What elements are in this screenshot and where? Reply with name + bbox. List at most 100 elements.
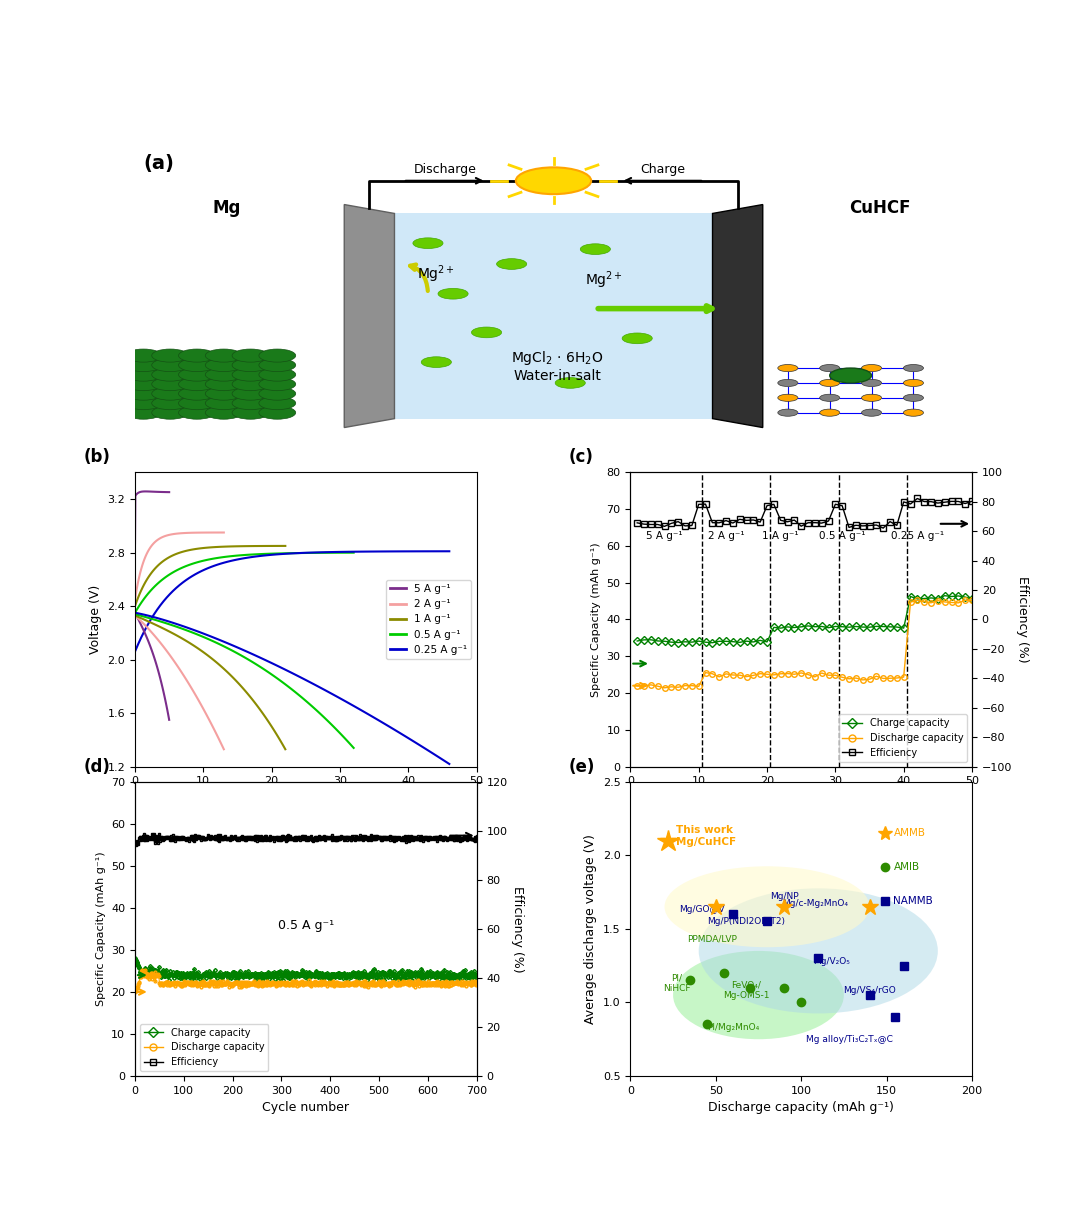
Circle shape	[178, 349, 215, 363]
Circle shape	[178, 368, 215, 381]
Circle shape	[259, 359, 296, 371]
Polygon shape	[394, 214, 713, 418]
Circle shape	[125, 377, 162, 391]
Circle shape	[259, 397, 296, 410]
Circle shape	[829, 368, 872, 383]
Circle shape	[178, 377, 215, 391]
Circle shape	[862, 380, 881, 387]
Circle shape	[232, 368, 269, 381]
Circle shape	[125, 349, 162, 363]
Circle shape	[232, 387, 269, 400]
Circle shape	[778, 364, 798, 371]
Circle shape	[259, 368, 296, 381]
Circle shape	[903, 380, 923, 387]
Ellipse shape	[699, 889, 937, 1013]
Circle shape	[151, 368, 189, 381]
Circle shape	[862, 394, 881, 401]
Circle shape	[862, 364, 881, 371]
Text: Charge: Charge	[639, 163, 685, 177]
Text: (e): (e)	[569, 758, 595, 776]
Y-axis label: Average discharge voltage (V): Average discharge voltage (V)	[584, 834, 597, 1024]
Polygon shape	[713, 204, 762, 428]
Text: NAMMB: NAMMB	[893, 896, 933, 906]
Circle shape	[205, 368, 242, 381]
Circle shape	[205, 359, 242, 371]
Legend: 5 A g⁻¹, 2 A g⁻¹, 1 A g⁻¹, 0.5 A g⁻¹, 0.25 A g⁻¹: 5 A g⁻¹, 2 A g⁻¹, 1 A g⁻¹, 0.5 A g⁻¹, 0.…	[386, 580, 472, 659]
Text: Mg/P(NDI2OD-T2): Mg/P(NDI2OD-T2)	[707, 916, 785, 926]
Circle shape	[151, 359, 189, 371]
Text: Mg/NP: Mg/NP	[770, 892, 798, 901]
Circle shape	[421, 357, 451, 368]
Circle shape	[232, 359, 269, 371]
Circle shape	[903, 364, 923, 371]
Text: 0.5 A g⁻¹: 0.5 A g⁻¹	[819, 531, 865, 540]
Circle shape	[205, 349, 242, 363]
Text: 0.5 A g⁻¹: 0.5 A g⁻¹	[278, 919, 334, 932]
Text: Mg/GO@V: Mg/GO@V	[679, 906, 725, 914]
Circle shape	[151, 387, 189, 400]
Circle shape	[151, 349, 189, 363]
Text: 1 A g⁻¹: 1 A g⁻¹	[762, 531, 799, 540]
Circle shape	[555, 377, 585, 388]
Circle shape	[125, 368, 162, 381]
Text: Mg$^{2+}$: Mg$^{2+}$	[417, 264, 456, 285]
Text: This work
Mg/CuHCF: This work Mg/CuHCF	[676, 826, 737, 848]
Circle shape	[820, 380, 840, 387]
Circle shape	[125, 359, 162, 371]
Circle shape	[259, 377, 296, 391]
Y-axis label: Specific Capacity (mAh g⁻¹): Specific Capacity (mAh g⁻¹)	[591, 542, 600, 696]
Circle shape	[232, 377, 269, 391]
Text: (d): (d)	[84, 758, 110, 776]
Text: Water-in-salt: Water-in-salt	[514, 369, 602, 383]
Text: MgCl$_2$ · 6H$_2$O: MgCl$_2$ · 6H$_2$O	[512, 349, 604, 368]
Text: (a): (a)	[144, 155, 174, 173]
Circle shape	[232, 349, 269, 363]
Circle shape	[125, 397, 162, 410]
Circle shape	[622, 332, 652, 343]
Circle shape	[232, 397, 269, 410]
Circle shape	[472, 328, 501, 337]
Circle shape	[580, 244, 610, 255]
Circle shape	[413, 238, 443, 249]
Circle shape	[438, 289, 468, 299]
Circle shape	[205, 387, 242, 400]
Circle shape	[178, 387, 215, 400]
Text: 2 A g⁻¹: 2 A g⁻¹	[707, 531, 744, 540]
Text: Mg/VS₄/rGO: Mg/VS₄/rGO	[843, 987, 896, 995]
Text: Mg/c-Mg₂MnO₄: Mg/c-Mg₂MnO₄	[782, 899, 848, 908]
Text: (b): (b)	[84, 449, 110, 467]
Y-axis label: Efficiency (%): Efficiency (%)	[511, 885, 524, 972]
Ellipse shape	[673, 951, 843, 1040]
Circle shape	[151, 406, 189, 420]
Circle shape	[232, 406, 269, 420]
Text: AMIB: AMIB	[893, 862, 919, 872]
Circle shape	[820, 364, 840, 371]
Text: Mg/V₂O₅: Mg/V₂O₅	[813, 956, 850, 966]
Circle shape	[778, 380, 798, 387]
Text: 0.25 A g⁻¹: 0.25 A g⁻¹	[891, 531, 944, 540]
Text: PI/Mg₂MnO₄: PI/Mg₂MnO₄	[706, 1023, 759, 1032]
Circle shape	[178, 406, 215, 420]
X-axis label: Cycle number: Cycle number	[262, 1101, 349, 1115]
Circle shape	[125, 387, 162, 400]
Y-axis label: Voltage (V): Voltage (V)	[89, 585, 102, 654]
Circle shape	[259, 406, 296, 420]
Text: PI/
NiHCF: PI/ NiHCF	[663, 973, 690, 993]
Text: CuHCF: CuHCF	[849, 199, 910, 218]
Circle shape	[151, 397, 189, 410]
Circle shape	[259, 387, 296, 400]
Ellipse shape	[664, 867, 869, 947]
X-axis label: Specific Capacity (mAh g⁻¹): Specific Capacity (mAh g⁻¹)	[219, 792, 393, 805]
Circle shape	[178, 359, 215, 371]
Circle shape	[903, 394, 923, 401]
Polygon shape	[345, 204, 394, 428]
Circle shape	[778, 394, 798, 401]
Circle shape	[205, 406, 242, 420]
Text: AMMB: AMMB	[893, 828, 926, 838]
Text: (c): (c)	[569, 449, 594, 467]
Circle shape	[778, 409, 798, 416]
Text: Mg: Mg	[213, 199, 241, 218]
Circle shape	[125, 406, 162, 420]
X-axis label: Cycle number: Cycle number	[758, 792, 845, 805]
Circle shape	[205, 377, 242, 391]
